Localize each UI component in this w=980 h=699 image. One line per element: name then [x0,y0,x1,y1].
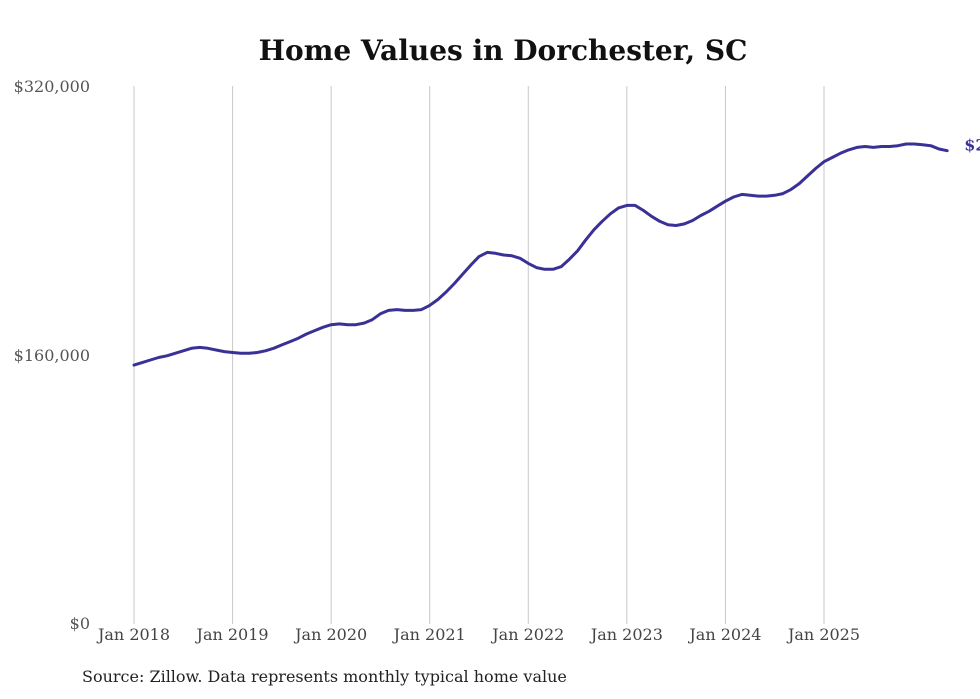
y-tick-label: $0 [70,614,90,633]
chart-title: Home Values in Dorchester, SC [259,34,748,67]
x-tick-label: Jan 2024 [687,625,761,644]
x-tick-label: Jan 2022 [490,625,564,644]
x-tick-label: Jan 2023 [589,625,663,644]
x-axis-ticks: Jan 2018 Jan 2019 Jan 2020 Jan 2021 Jan 2022… [96,625,860,644]
x-tick-label: Jan 2018 [96,625,170,644]
x-tick-label: Jan 2021 [392,625,466,644]
y-tick-label: $160,000 [14,346,90,365]
y-axis-ticks: $0 $160,000 $320,000 [14,77,90,633]
series-group: $253,428 [132,136,980,367]
gridlines [133,86,825,624]
x-tick-label: Jan 2019 [195,625,269,644]
x-tick-label: Jan 2020 [293,625,367,644]
source-note: Source: Zillow. Data represents monthly … [82,667,567,686]
series-line [132,142,949,367]
y-tick-label: $320,000 [14,77,90,96]
end-value-label: $253,428 [964,136,980,155]
x-tick-label: Jan 2025 [786,625,860,644]
